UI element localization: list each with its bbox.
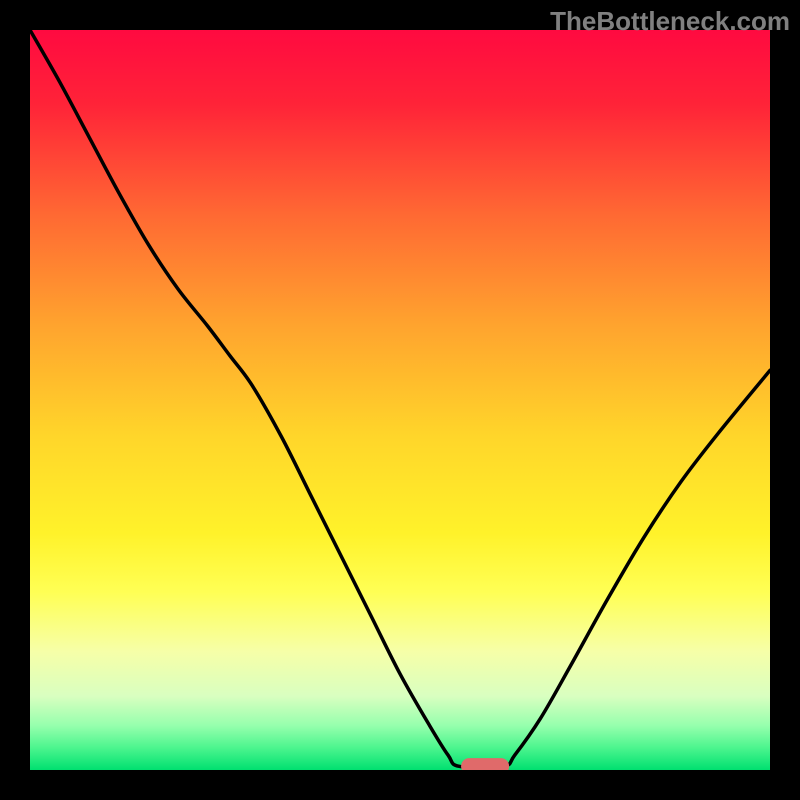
plot-area xyxy=(30,30,770,770)
watermark-text: TheBottleneck.com xyxy=(550,6,790,37)
gradient-background xyxy=(30,30,770,770)
bottleneck-chart: TheBottleneck.com xyxy=(0,0,800,800)
